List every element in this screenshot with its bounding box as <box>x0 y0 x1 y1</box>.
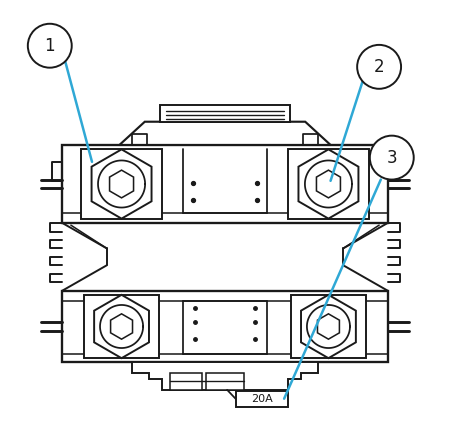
Polygon shape <box>307 305 350 348</box>
Bar <box>84 295 159 358</box>
Polygon shape <box>301 295 356 358</box>
Polygon shape <box>132 363 318 390</box>
Bar <box>81 149 162 219</box>
Polygon shape <box>298 149 359 218</box>
Bar <box>288 149 369 219</box>
Polygon shape <box>305 161 352 207</box>
Text: 20A: 20A <box>251 394 273 404</box>
Text: 2: 2 <box>374 58 384 76</box>
Circle shape <box>370 136 414 180</box>
Text: 3: 3 <box>387 149 397 167</box>
Bar <box>235 391 288 407</box>
Polygon shape <box>111 314 133 339</box>
Polygon shape <box>109 170 134 198</box>
Polygon shape <box>316 170 341 198</box>
Bar <box>63 291 387 363</box>
Circle shape <box>357 45 401 89</box>
Bar <box>63 145 387 223</box>
Bar <box>160 105 290 122</box>
Bar <box>291 295 366 358</box>
Bar <box>206 373 244 390</box>
Circle shape <box>28 24 72 68</box>
Polygon shape <box>119 122 331 145</box>
Bar <box>170 373 202 390</box>
Polygon shape <box>317 314 339 339</box>
Polygon shape <box>100 305 143 348</box>
Polygon shape <box>91 149 152 218</box>
Polygon shape <box>94 295 149 358</box>
Polygon shape <box>98 161 145 207</box>
Text: 1: 1 <box>45 37 55 55</box>
